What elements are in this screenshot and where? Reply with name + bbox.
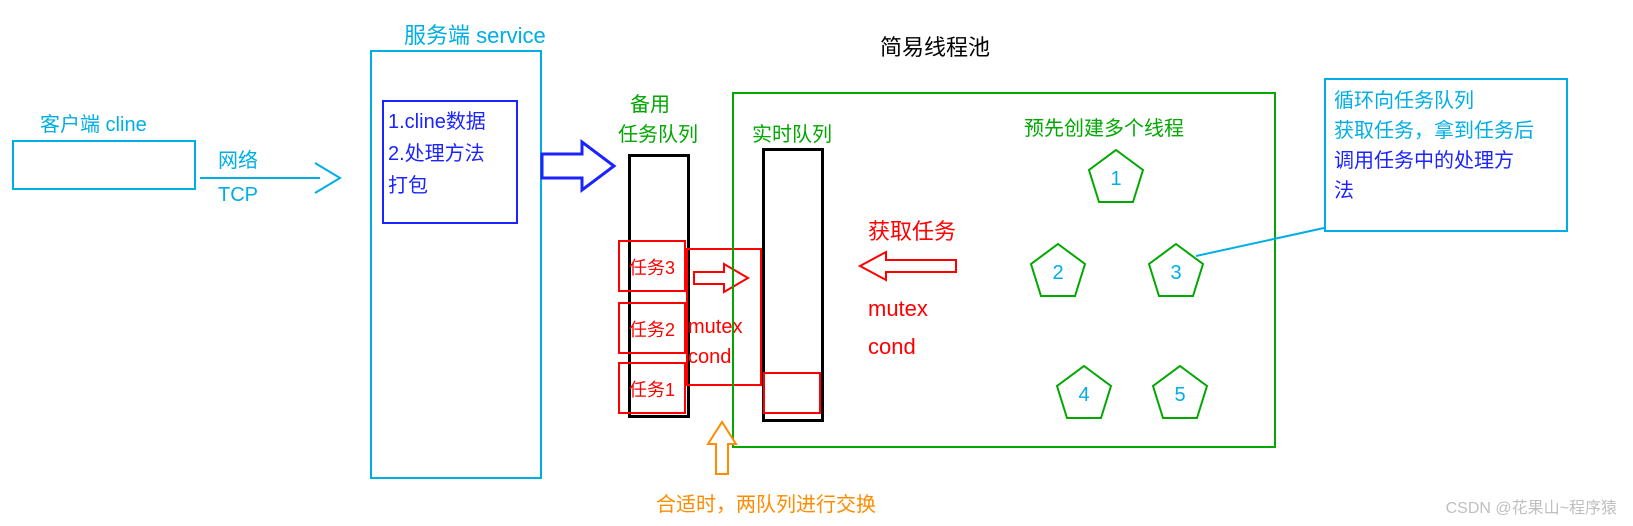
task-2: 任务2 [618,302,686,354]
note-line-3: 法 [1334,176,1558,206]
service-label: 服务端 service [404,18,546,50]
note-box: 循环向任务队列 获取任务，拿到任务后 调用任务中的处理方 法 [1324,78,1568,232]
service-inner-box: 1.cline数据 2.处理方法 打包 [382,100,518,224]
client-box [12,140,196,190]
service-line-0: 1.cline数据 [388,106,512,138]
note-connector [1196,228,1336,268]
client-label: 客户端 cline [40,108,147,137]
svg-text:3: 3 [1170,262,1181,284]
pentagon-5: 5 [1150,364,1210,424]
orange-arrow-up [706,420,742,480]
pool-label: 预先创建多个线程 [1024,112,1184,141]
pentagon-2: 2 [1028,242,1088,302]
svg-text:5: 5 [1174,384,1185,406]
note-line-1: 获取任务，拿到任务后 [1334,116,1558,146]
pentagon-4: 4 [1054,364,1114,424]
svg-text:1: 1 [1110,168,1121,190]
svg-text:4: 4 [1078,384,1089,406]
fetch-line-2: mutex [868,296,928,322]
watermark: CSDN @花果山~程序猿 [1446,494,1617,518]
backup-label-1: 备用 [630,88,670,117]
task-1: 任务1 [618,362,686,414]
net-arrow [200,168,350,198]
service-line-1: 2.处理方法 [388,138,512,170]
red-arrow-left [856,250,966,286]
realtime-task-box [763,372,821,414]
fetch-line-3: cond [868,334,916,360]
big-blue-arrow [542,140,622,196]
mutex-text-2: cond [688,346,731,369]
service-line-2: 打包 [388,170,512,202]
note-line-2: 调用任务中的处理方 [1334,146,1558,176]
diagram-title: 简易线程池 [880,30,990,62]
orange-label: 合适时，两队列进行交换 [656,488,876,517]
fetch-line-0: 获取任务 [868,214,956,246]
note-line-0: 循环向任务队列 [1334,86,1558,116]
backup-label-2: 任务队列 [618,118,698,147]
task-3: 任务3 [618,240,686,292]
pentagon-1: 1 [1086,148,1146,208]
svg-text:2: 2 [1052,262,1063,284]
